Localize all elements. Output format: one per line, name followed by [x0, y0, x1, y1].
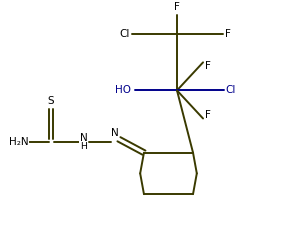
- Text: F: F: [205, 61, 211, 71]
- Text: N: N: [111, 128, 119, 138]
- Text: N: N: [80, 133, 88, 143]
- Text: H: H: [80, 142, 87, 151]
- Text: S: S: [48, 96, 54, 106]
- Text: Cl: Cl: [119, 29, 130, 39]
- Text: F: F: [225, 29, 231, 39]
- Text: HO: HO: [115, 85, 131, 95]
- Text: F: F: [174, 2, 180, 12]
- Text: Cl: Cl: [226, 85, 236, 95]
- Text: H₂N: H₂N: [9, 137, 28, 147]
- Text: F: F: [205, 110, 211, 120]
